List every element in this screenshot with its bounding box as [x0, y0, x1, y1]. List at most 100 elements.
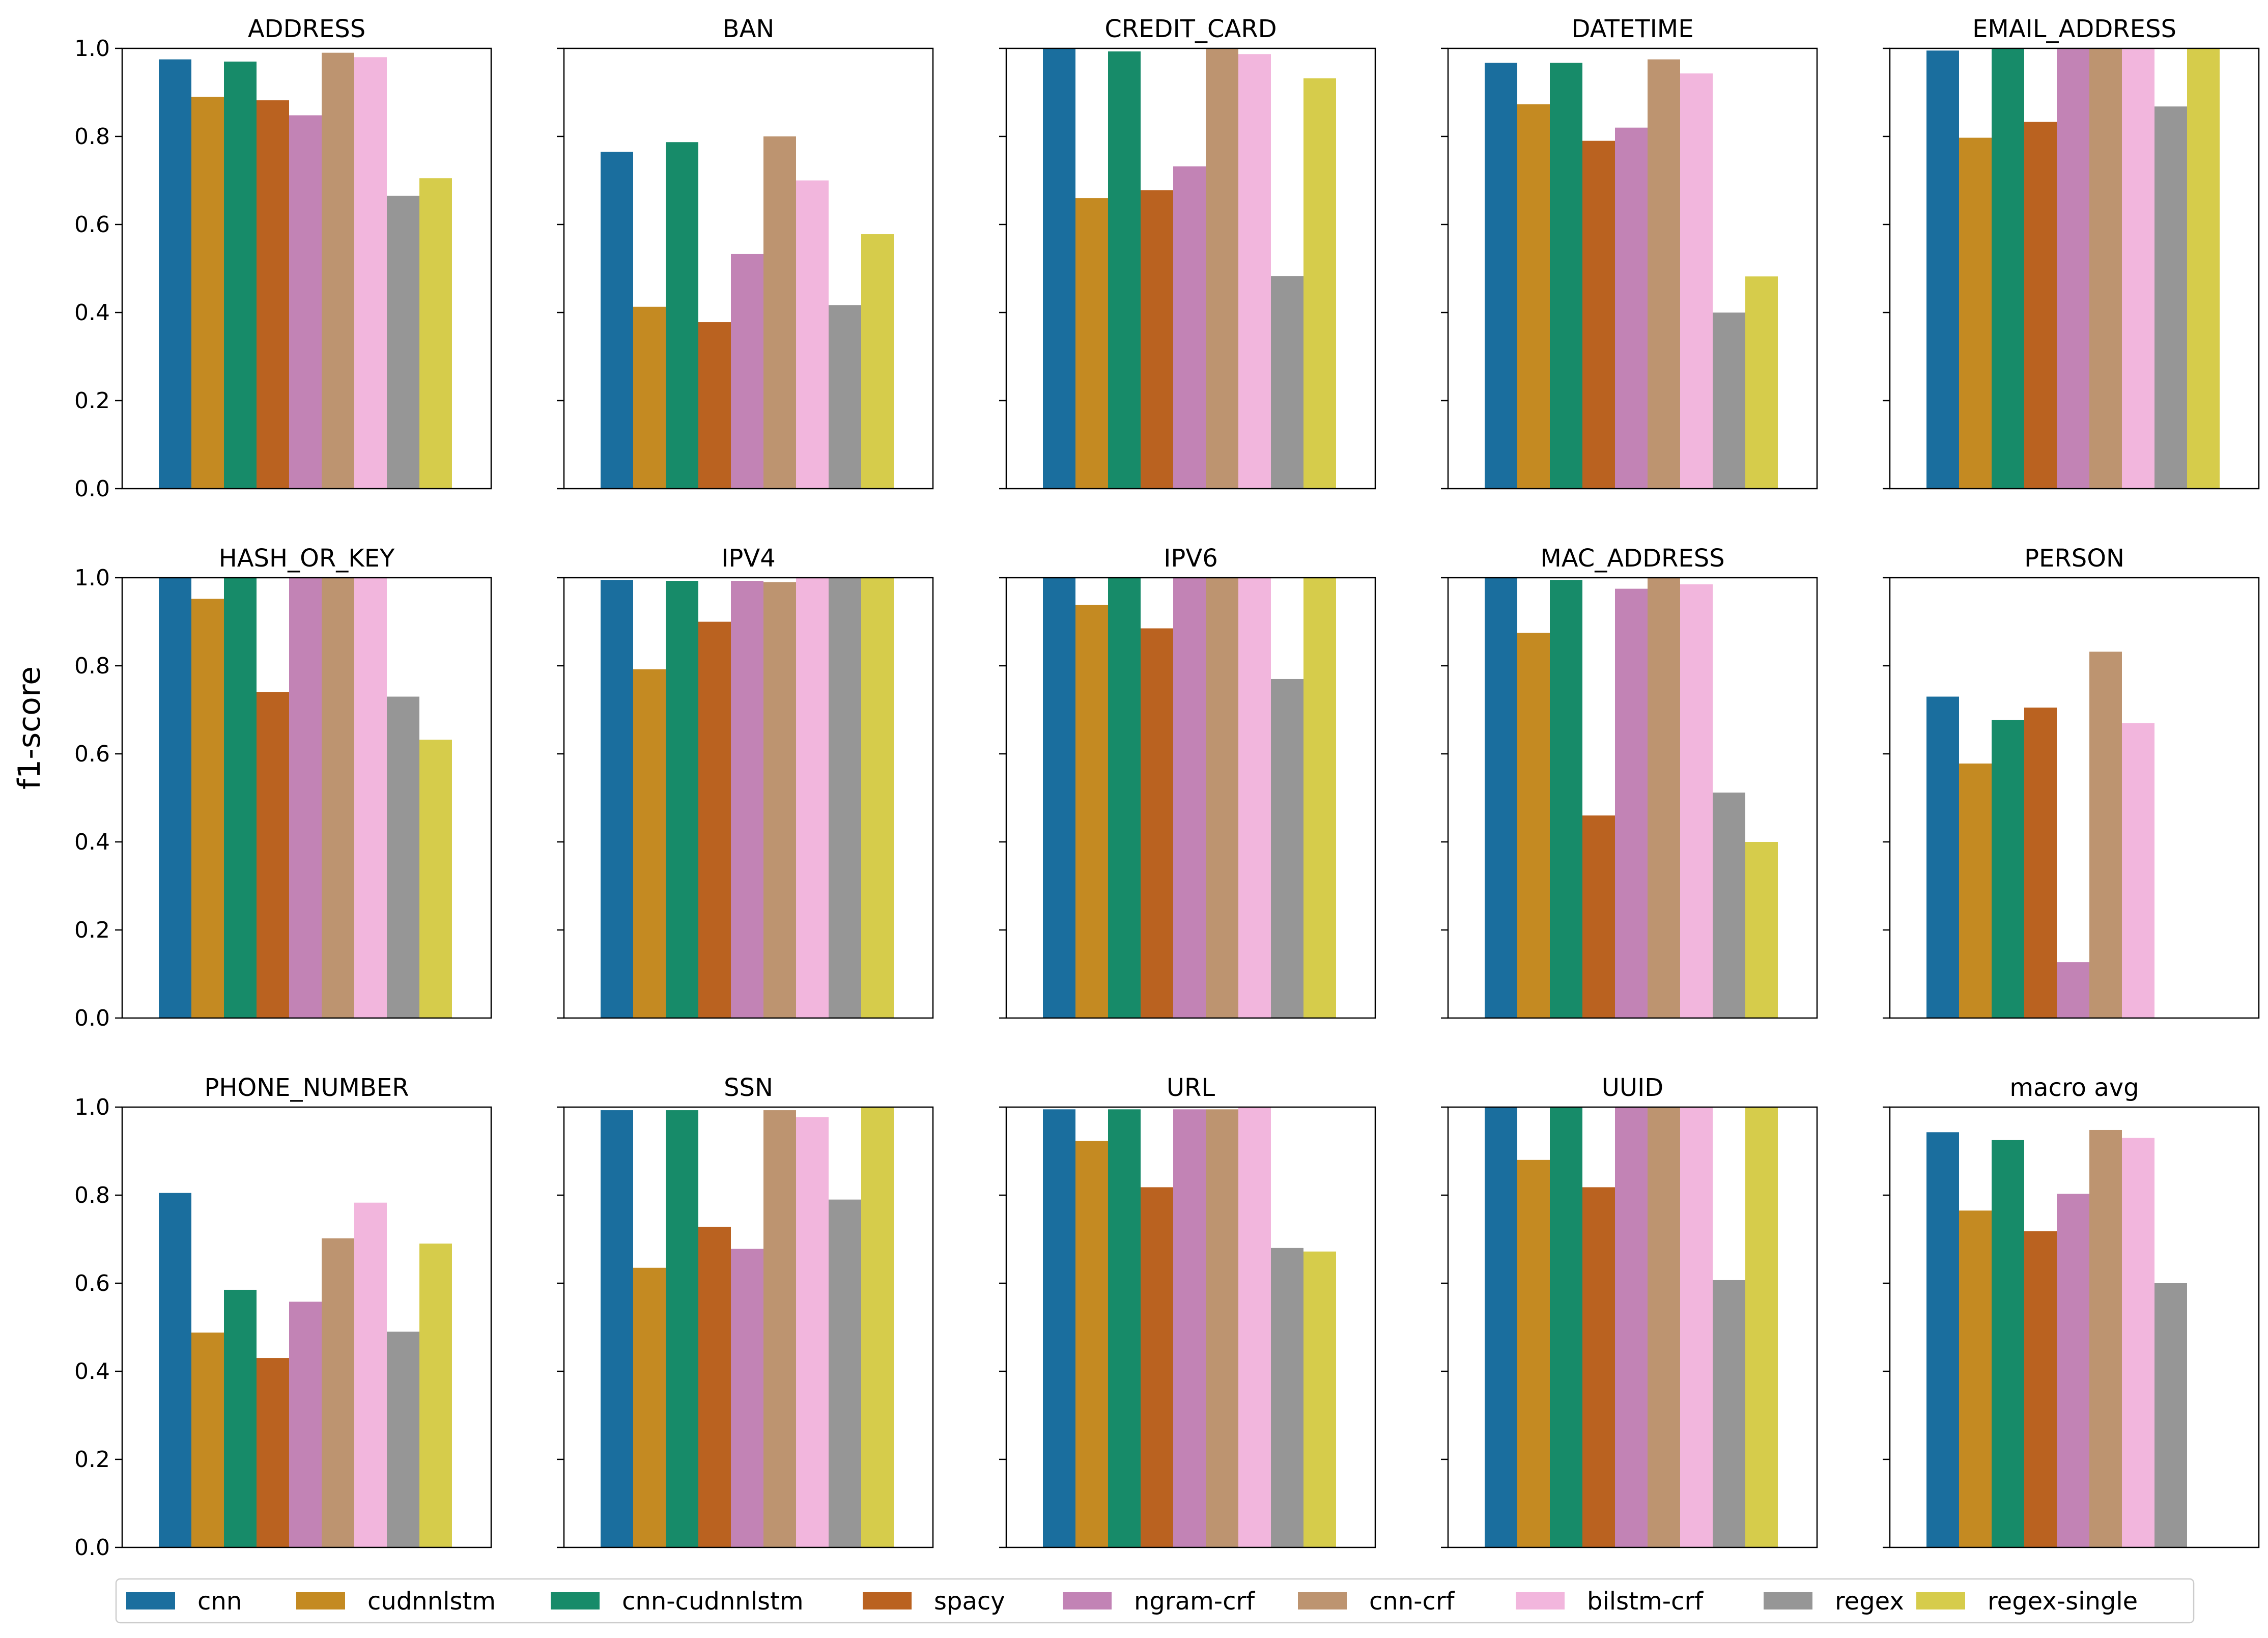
subplot-title: BAN [723, 15, 775, 43]
legend-swatch [1298, 1592, 1347, 1609]
subplot-title: PHONE_NUMBER [204, 1074, 409, 1102]
bar-bilstm-crf [1238, 578, 1271, 1018]
bar-spacy [2024, 122, 2057, 489]
axes-frame [1005, 577, 1376, 1019]
bar-cudnnlstm [1075, 198, 1108, 489]
axes-frame [563, 47, 934, 490]
y-tick-label: 0.6 [74, 1270, 110, 1296]
bar-spacy [1141, 1187, 1173, 1547]
bar-cnn [601, 152, 633, 489]
axes-frame [1889, 47, 2260, 490]
bar-cnn [1926, 696, 1959, 1018]
legend-box [115, 1578, 2195, 1624]
bar-cnn [601, 1110, 633, 1547]
y-tick-label: 0.4 [74, 300, 110, 326]
bar-cnn-crf [1206, 1109, 1238, 1547]
bar-regex-single [861, 1107, 894, 1547]
legend-label: cudnnlstm [367, 1587, 496, 1616]
bar-cnn [1926, 50, 1959, 489]
subplot-phone-number: PHONE_NUMBER 0.0 0.2 0.4 0.6 0.8 1.0 [74, 1074, 492, 1561]
y-tick-label: 0.2 [74, 388, 110, 414]
legend-item-cudnnlstm: cudnnlstm [296, 1587, 496, 1616]
bar-spacy [698, 322, 731, 489]
bar-cnn [1485, 63, 1517, 489]
bar-regex [829, 578, 861, 1018]
subplot-title: DATETIME [1571, 15, 1693, 43]
bar-spacy [257, 692, 289, 1018]
bar-bilstm-crf [1238, 54, 1271, 489]
bar-bilstm-crf [354, 57, 387, 489]
bar-cnn-crf [1648, 1107, 1680, 1547]
bar-cnn-crf [763, 1110, 796, 1547]
bar-regex-single [2187, 48, 2220, 489]
y-tick-label: 1.0 [74, 36, 110, 62]
subplot-url: URL [999, 1074, 1376, 1548]
y-tick-label: 0.8 [74, 653, 110, 679]
legend-label: ngram-crf [1134, 1587, 1255, 1616]
bar-regex-single [419, 1244, 452, 1547]
bar-regex [387, 1332, 419, 1547]
y-tick-label: 0.8 [74, 124, 110, 150]
subplot-title: PERSON [2024, 544, 2124, 573]
bar-ngram-crf [1173, 1109, 1206, 1547]
axes-frame [1447, 1106, 1818, 1548]
bar-cudnnlstm [191, 599, 224, 1018]
bar-regex [829, 1199, 861, 1547]
bar-regex [829, 305, 861, 489]
subplot-address: ADDRESS 0.0 0.2 0.4 0.6 0.8 1.0 [74, 15, 492, 502]
bar-bilstm-crf [1680, 584, 1713, 1018]
axes-frame [563, 577, 934, 1019]
bar-ngram-crf [289, 578, 322, 1018]
bar-bilstm-crf [796, 180, 829, 489]
y-axis-label: f1-score [12, 666, 47, 789]
bar-cnn-crf [322, 578, 354, 1018]
bar-regex [1713, 1280, 1745, 1547]
bar-spacy [1582, 140, 1615, 489]
legend-swatch [126, 1592, 175, 1609]
y-tick-label: 0.4 [74, 829, 110, 855]
y-tick-label: 1.0 [74, 1094, 110, 1120]
subplot-datetime: DATETIME [1441, 15, 1818, 490]
bar-ngram-crf [731, 581, 763, 1018]
bar-cnn [1485, 1107, 1517, 1547]
y-tick-label: 0.6 [74, 741, 110, 767]
bar-spacy [698, 622, 731, 1018]
subplot-macro-avg: macro avg [1883, 1074, 2260, 1548]
bar-regex-single [861, 234, 894, 489]
axes-frame [1005, 47, 1376, 490]
bar-ngram-crf [1615, 588, 1648, 1018]
legend-label: cnn-crf [1369, 1587, 1455, 1616]
bar-cnn-cudnnlstm [1992, 720, 2024, 1018]
subplot-title: CREDIT_CARD [1104, 15, 1277, 43]
legend-swatch [1916, 1592, 1965, 1609]
bar-cnn [159, 1193, 191, 1547]
subplot-uuid: UUID [1441, 1074, 1818, 1548]
subplot-title: IPV6 [1164, 544, 1217, 573]
bar-spacy [1141, 190, 1173, 489]
legend-item-regex-single: regex-single [1916, 1587, 2138, 1616]
bar-ngram-crf [731, 1249, 763, 1547]
bar-cnn [1043, 578, 1075, 1018]
bar-ngram-crf [1615, 1107, 1648, 1547]
bar-regex-single [1745, 1107, 1778, 1547]
legend-label: bilstm-crf [1587, 1587, 1704, 1616]
bar-regex-single [1303, 1251, 1336, 1547]
bar-cnn-cudnnlstm [1108, 51, 1141, 489]
legend-item-cnn-cudnnlstm: cnn-cudnnlstm [551, 1587, 804, 1616]
bar-cnn-crf [2089, 48, 2122, 489]
bar-cnn-crf [322, 52, 354, 489]
bar-regex-single [861, 578, 894, 1018]
bar-cudnnlstm [633, 306, 666, 489]
subplot-grid: ADDRESS 0.0 0.2 0.4 0.6 0.8 1.0 BAN CREDIT_CARD D… [74, 15, 2260, 1561]
subplot-title: SSN [724, 1074, 773, 1102]
axes-frame [1447, 47, 1818, 490]
legend-item-bilstm-crf: bilstm-crf [1516, 1587, 1704, 1616]
bar-cudnnlstm [633, 1267, 666, 1547]
bar-cnn-crf [2089, 1129, 2122, 1547]
bar-cudnnlstm [191, 1332, 224, 1547]
bar-cnn-cudnnlstm [224, 1289, 257, 1547]
y-tick-label: 0.0 [74, 1535, 110, 1561]
bar-cnn-crf [763, 582, 796, 1018]
subplot-ban: BAN [557, 15, 934, 490]
bar-cnn-cudnnlstm [224, 578, 257, 1018]
